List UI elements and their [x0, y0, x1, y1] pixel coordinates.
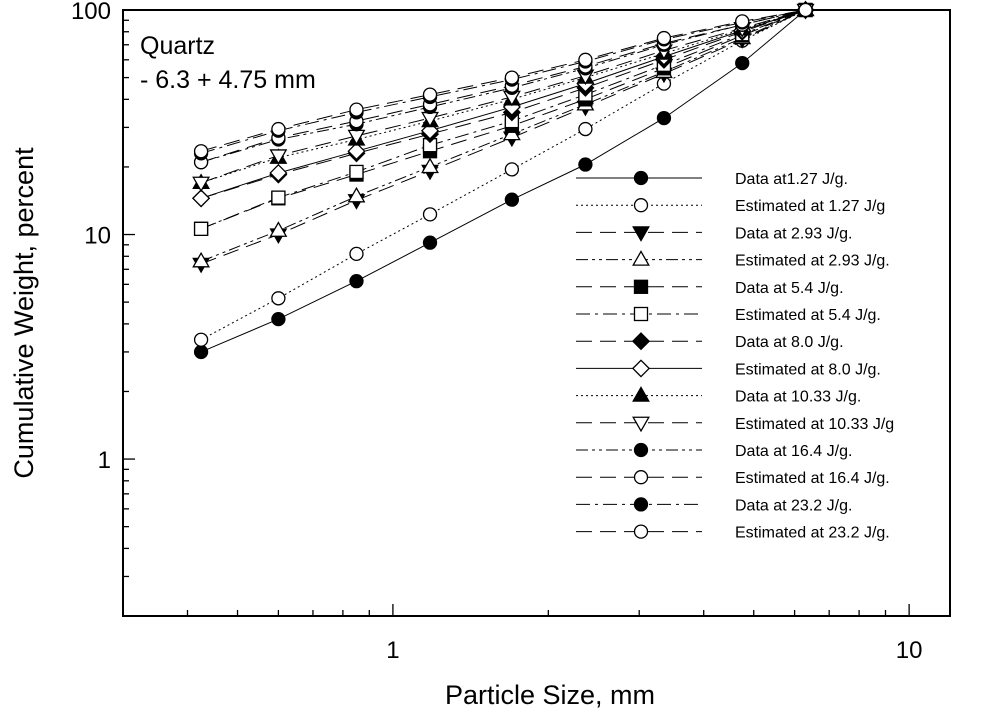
annotation-line-1: Quartz	[140, 32, 215, 60]
legend-item: Data at 16.4 J/g.	[576, 442, 852, 460]
legend-marker	[633, 497, 649, 512]
series-line-3	[200, 9, 806, 265]
y-axis-title: Cumulative Weight, percent	[9, 147, 39, 479]
legend-marker	[632, 416, 650, 433]
legend-label: Estimated at 16.4 J/g.	[735, 470, 890, 487]
data-point-s6-p1	[193, 221, 209, 236]
data-point-s4-p3	[347, 186, 366, 203]
legend-marker	[633, 442, 649, 458]
legend-label: Estimated at 23.2 J/g.	[735, 525, 890, 542]
legend-label: Estimated at 2.93 J/g.	[735, 253, 890, 270]
data-point-s14-p8	[735, 14, 750, 29]
x-tick-label: 1	[386, 637, 399, 664]
plot-frame	[122, 9, 951, 617]
legend-label: Data at 8.0 J/g.	[735, 334, 844, 351]
legend-item: Data at 8.0 J/g.	[576, 332, 844, 351]
data-point-s14-p6	[578, 52, 593, 67]
legend-item: Data at1.27 J/g.	[576, 170, 848, 188]
legend-marker	[633, 198, 649, 213]
data-point-s14-p7	[656, 30, 672, 46]
legend-marker	[631, 332, 651, 351]
legend-marker	[633, 306, 649, 322]
y-axis: 1 10 100	[71, 0, 135, 617]
legend-label: Data at1.27 J/g.	[735, 171, 848, 188]
data-point-s2-p4	[422, 207, 438, 222]
data-point-s1-p3	[349, 273, 364, 289]
legend-item: Estimated at 10.33 J/g	[576, 416, 894, 433]
legend-item: Estimated at 1.27 J/g	[576, 198, 885, 215]
data-point-s4-p2	[269, 221, 288, 237]
legend-marker	[633, 524, 649, 539]
data-point-s1-p6	[578, 157, 593, 172]
legend-label: Data at 10.33 J/g.	[735, 389, 861, 406]
legend-label: Estimated at 8.0 J/g.	[735, 361, 881, 378]
data-point-s14-p9	[798, 2, 813, 18]
data-point-s2-p5	[504, 162, 520, 177]
legend-label: Data at 2.93 J/g.	[735, 225, 852, 242]
legend-item: Data at 5.4 J/g.	[576, 279, 844, 297]
data-point-s2-p6	[578, 121, 593, 137]
legend-item: Estimated at 2.93 J/g.	[576, 250, 890, 270]
x-axis: 1 10	[122, 604, 923, 664]
data-point-s1-p5	[504, 192, 520, 207]
legend-item: Data at 2.93 J/g.	[576, 225, 852, 242]
data-point-s14-p2	[271, 121, 286, 137]
legend-marker	[633, 279, 649, 294]
annotation-line-2: - 6.3 + 4.75 mm	[140, 66, 316, 94]
legend-item: Data at 10.33 J/g.	[576, 386, 861, 406]
y-tick-label: 100	[71, 0, 111, 25]
data-point-s8-p3	[347, 142, 366, 161]
legend-label: Data at 16.4 J/g.	[735, 443, 852, 460]
legend-label: Data at 23.2 J/g.	[735, 497, 852, 514]
data-point-s10-p2	[269, 149, 288, 165]
legend-marker	[631, 359, 651, 378]
data-point-s1-p2	[271, 311, 286, 327]
legend-item: Estimated at 5.4 J/g.	[576, 306, 881, 324]
legend-marker	[632, 250, 650, 266]
legend-marker	[632, 386, 650, 402]
legend-marker	[633, 170, 649, 186]
data-point-s14-p4	[422, 87, 438, 102]
data-point-s14-p1	[193, 144, 209, 159]
data-point-s1-p4	[422, 235, 438, 250]
series-line-11	[200, 9, 806, 163]
legend-marker	[633, 470, 649, 485]
legend-item: Estimated at 8.0 J/g.	[576, 359, 881, 378]
data-point-s1-p8	[735, 55, 750, 71]
data-point-s10-p1	[192, 176, 211, 193]
data-point-s8-p2	[269, 163, 288, 183]
legend: Data at1.27 J/g. Estimated at 1.27 J/g Dat…	[576, 170, 894, 542]
legend-marker	[632, 226, 650, 242]
data-point-s2-p1	[193, 332, 209, 347]
data-point-s6-p3	[349, 164, 364, 180]
data-point-s1-p1	[193, 344, 209, 360]
y-tick-label: 1	[98, 447, 111, 474]
legend-label: Estimated at 5.4 J/g.	[735, 307, 881, 324]
data-point-s6-p2	[271, 190, 286, 205]
data-point-s4-p4	[421, 157, 439, 174]
data-point-s2-p3	[349, 246, 364, 262]
data-point-s1-p7	[656, 110, 672, 126]
legend-label: Estimated at 1.27 J/g	[735, 198, 885, 215]
data-point-s4-p1	[192, 251, 211, 268]
legend-label: Data at 5.4 J/g.	[735, 280, 844, 297]
legend-item: Data at 23.2 J/g.	[576, 497, 852, 514]
series-markers	[192, 0, 815, 360]
x-axis-title: Particle Size, mm	[445, 680, 655, 710]
data-point-s2-p2	[271, 291, 286, 306]
data-point-s14-p3	[349, 102, 364, 117]
legend-item: Estimated at 16.4 J/g.	[576, 470, 890, 487]
data-point-s8-p1	[192, 189, 211, 208]
data-point-s14-p5	[504, 70, 520, 85]
y-tick-label: 10	[84, 223, 111, 250]
x-tick-label: 10	[896, 637, 923, 664]
legend-item: Estimated at 23.2 J/g.	[576, 524, 890, 542]
legend-label: Estimated at 10.33 J/g	[735, 416, 894, 433]
